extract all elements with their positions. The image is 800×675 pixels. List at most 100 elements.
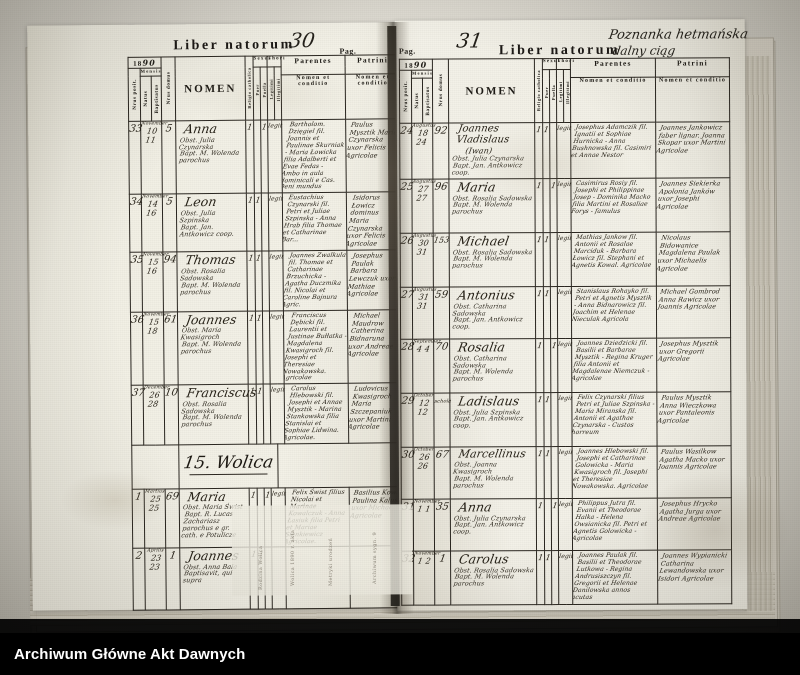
- section-heading-row: 15. Wolica: [131, 442, 405, 489]
- cell-parentes: Joannes Hlebowski fil. Josephi et Cathar…: [572, 446, 658, 499]
- cell-religio: 1: [535, 286, 544, 339]
- col-sexus: Sexus: [542, 58, 561, 70]
- col-patrini: Patrini: [655, 57, 730, 78]
- cell-nr: 1: [132, 488, 145, 549]
- cell-patrini: Paulus Wasilkow Agatha Macko uxor Joanni…: [657, 445, 732, 499]
- cell-thori: legit: [557, 286, 573, 339]
- cell-domus: 35: [434, 499, 451, 552]
- col-puer: Puer: [253, 67, 261, 121]
- cell-nomen: Joannes Obst. Maria Kwasigroch Bapt. M. …: [177, 310, 249, 385]
- cell-parentes: Bartholom. Dzięgiel fil. Joannis et Paul…: [281, 119, 347, 194]
- col-thori: Thori: [267, 55, 286, 67]
- left-page-title: Liber natorum: [173, 37, 295, 54]
- cell-parentes: Philippus Jutra fil. Evanii et Theodorae…: [572, 498, 658, 551]
- subcol-nomen-conditio-patrini: Nomen et conditio: [655, 76, 730, 123]
- cell-date: Augustus 27 27: [411, 179, 436, 234]
- table-row: 34 November 14 16 5 Leon Obst. Julia Szp…: [129, 192, 402, 253]
- cell-domus: 1: [434, 551, 451, 606]
- cell-thori: legit: [557, 338, 573, 393]
- cell-thori: legit: [558, 550, 574, 605]
- cell-nomen: Michael Obst. Rosalia Sadowska Bapt. M. …: [449, 232, 536, 288]
- cell-parentes: Eustachius Czynarski fil. Petri et Julia…: [282, 192, 347, 252]
- cell-domus: 94: [163, 252, 178, 312]
- table-row: 37 December 26 28 10 Franciscus Obst. Ro…: [131, 382, 404, 445]
- col-puer: Puer: [542, 69, 550, 123]
- cell-date: November 1 1: [413, 499, 440, 552]
- cell-date: Aprilis 23 23: [144, 548, 167, 611]
- right-page: Pag. 31 Liber natorum Poznanka hetmańska…: [394, 19, 749, 611]
- table-row: 33 November 10 11 5 Anna Obst. Julia Czy…: [128, 118, 402, 195]
- cell-date: November 10 11: [140, 120, 168, 195]
- cell-parentes: Casimirus Rosiy fil. Josephi et Philippi…: [570, 178, 657, 233]
- cell-domus: 153: [433, 233, 450, 288]
- col-natus: Natus: [411, 78, 423, 124]
- table-row: 35 November 15 16 94 Thomas Obst. Rosali…: [130, 249, 403, 312]
- cell-nomen: Rosalia Obst. Catharina Sadowska Bapt. M…: [449, 338, 536, 394]
- watermark-bar: Archiwum Główne Akt Dawnych: [0, 633, 800, 675]
- cell-religio: 1: [534, 122, 543, 179]
- cell-date: November 14 16: [141, 194, 168, 253]
- cell-thori: legit: [556, 122, 572, 179]
- cell-domus: 10: [164, 384, 179, 445]
- left-page-number: 30: [287, 28, 317, 53]
- cell-religio: 1: [535, 338, 544, 393]
- col-puella: Puella: [260, 66, 268, 121]
- cell-parentes: Carolus Hlebowski fil. Josephi et Annae …: [284, 383, 349, 444]
- cell-parentes: Josephus Adamczik fil. Ignatii et Sophia…: [570, 122, 656, 179]
- cell-thori: legit: [269, 310, 285, 385]
- cell-nr: 37: [131, 385, 146, 445]
- table-row: 32 November 1 2 1 Carolus Obst. Rosalia …: [401, 549, 732, 606]
- cell-thori: legit: [557, 232, 573, 287]
- cell-nr: 36: [130, 311, 145, 386]
- cell-nr: 34: [129, 194, 144, 253]
- cell-thori: legit: [557, 392, 573, 447]
- col-mensis: Mensis: [140, 67, 162, 77]
- cell-parentes: Mathias Jankow fil. Antonii et Rosalae M…: [571, 232, 657, 287]
- cell-parentes: Stanislaus Rohayko fil. Petri et Agnetis…: [571, 286, 657, 339]
- cell-patrini: Josephus Hrycko Agatha Jurga uxor Andrea…: [657, 497, 732, 551]
- cell-nomen: Franciscus Obst. Rosalia Sadowska Bapt. …: [178, 384, 258, 445]
- col-nomen: NOMEN: [448, 58, 535, 124]
- cell-date: December 26 28: [143, 385, 170, 445]
- table-row: 24 Augustus 18 24 92 Joannes Vladislaus …: [399, 121, 730, 180]
- col-nrus-domus: Nrus domus: [432, 59, 449, 124]
- cell-patrini: Joannes Jankowicz faber lignar. Joanna S…: [655, 121, 730, 179]
- cell-date: November 15 16: [141, 252, 169, 312]
- cell-parentes: Joannes Paulak fil. Basilii et Theodorae…: [572, 550, 658, 605]
- col-thori: Thori: [556, 58, 575, 70]
- cell-date: November 15 18: [142, 311, 169, 386]
- table-row: 27 Augustus 31 31 59 Antonius Obst. Cath…: [400, 285, 731, 340]
- cell-domus: schola: [433, 393, 452, 448]
- cell-nomen: Leon Obst. Julia Szpinska Bapt. Jan. Ant…: [176, 193, 247, 253]
- cell-patrini: Michael Gombrod Anna Rawicz uxor Joannis…: [656, 285, 731, 339]
- right-page-number: 31: [454, 28, 485, 53]
- cell-parentes: Felix Czynarski filius Petri et Juliae S…: [571, 392, 658, 447]
- col-baptisatus: Baptisatus: [422, 78, 433, 124]
- watermark-text: Archiwum Główne Akt Dawnych: [14, 645, 246, 663]
- section-rule: [189, 473, 268, 475]
- marginal-note: Archiwum sygn. 9: [372, 531, 378, 584]
- watermark-bar-upper: [0, 619, 800, 633]
- cell-nomen: Anna Obst. Julia Czynarska Bapt. M. Wole…: [175, 120, 247, 195]
- marginal-note: Metryki urodzeń: [328, 537, 334, 586]
- col-parentes: Parentes: [570, 58, 656, 78]
- cell-nomen: Carolus Obst. Rosalia Sadowska Bapt. M. …: [450, 550, 537, 606]
- col-mensis: Mensis: [411, 70, 433, 79]
- subcol-nomen-conditio-parentes: Nomen et conditio: [281, 74, 346, 120]
- cell-patrini: Josephus Mysztik uxor Gregorii Agricolae: [656, 337, 731, 393]
- cell-religio: 1: [536, 446, 545, 499]
- col-parentes: Parentes: [281, 55, 346, 75]
- cell-domus: 61: [163, 311, 179, 386]
- col-nrus-domus: Nrus domus: [161, 56, 176, 121]
- cell-domus: 59: [433, 287, 450, 340]
- cell-religio: 1: [536, 498, 545, 551]
- col-baptisatus: Baptisatus: [151, 75, 162, 122]
- right-page-title: Liber natorum: [498, 42, 621, 59]
- cell-date: October 12 12: [412, 393, 434, 448]
- cell-nr: 33: [128, 121, 143, 195]
- col-nomen: NOMEN: [175, 56, 246, 121]
- cell-date: Augustus 30 31: [412, 233, 437, 288]
- cell-nomen: Antonius Obst. Catharina Sadowska Bapt. …: [449, 286, 536, 340]
- cell-domus: 70: [433, 339, 450, 394]
